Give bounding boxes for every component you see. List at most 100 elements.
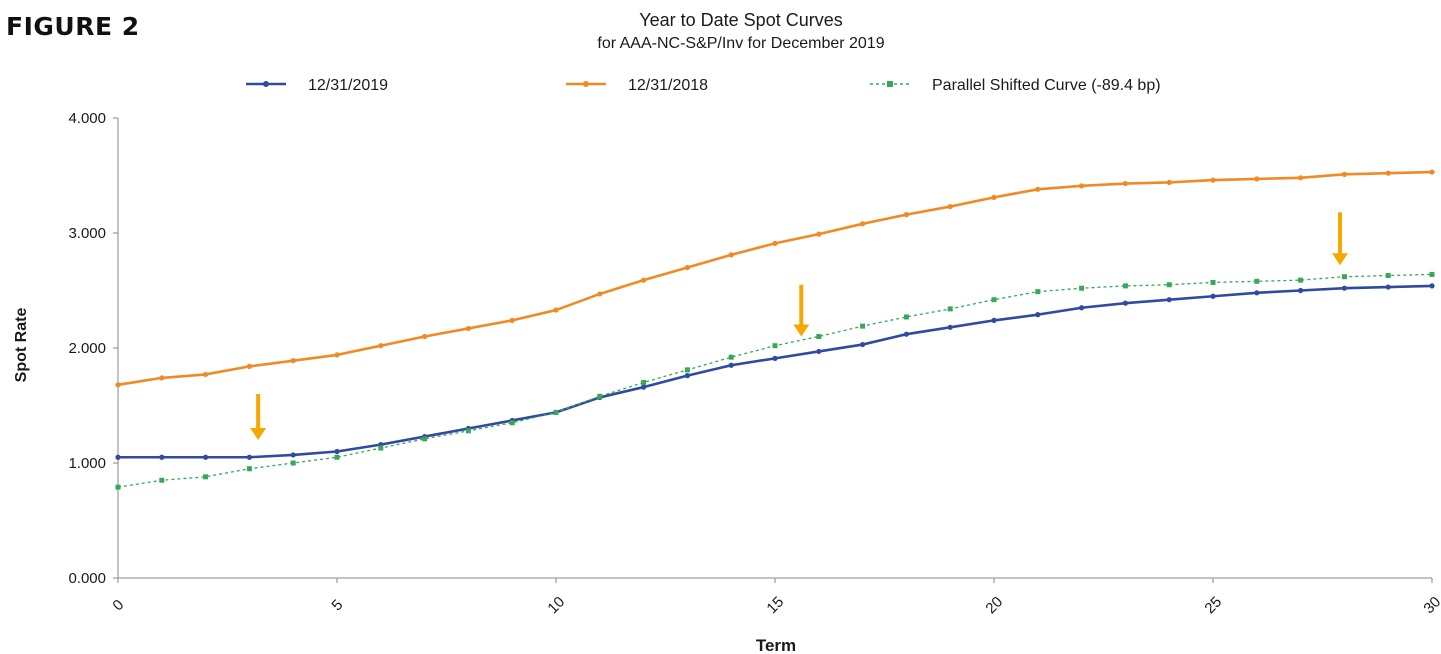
data-point [1429, 283, 1435, 289]
data-point [334, 454, 340, 460]
x-tick-label: 15 [763, 593, 787, 617]
y-axis-label: Spot Rate [13, 308, 30, 383]
data-point [816, 231, 822, 237]
data-point [1254, 278, 1260, 284]
data-point [1166, 297, 1172, 303]
data-point [334, 352, 340, 358]
annotation-arrows [250, 212, 1349, 440]
arrow-head [793, 324, 810, 337]
data-point [246, 454, 252, 460]
data-point [684, 373, 691, 379]
arrow-head [1332, 253, 1349, 266]
data-point [465, 428, 471, 434]
data-point [159, 375, 165, 381]
data-point [422, 333, 428, 340]
arrow-head [250, 428, 267, 440]
data-point [246, 363, 252, 369]
data-point [334, 448, 340, 455]
data-point [203, 474, 209, 480]
data-point [378, 445, 384, 451]
data-point [1341, 285, 1347, 291]
y-tick-label: 4.000 [68, 110, 106, 127]
data-point [728, 252, 734, 258]
data-point [1385, 284, 1391, 290]
data-point [553, 307, 559, 313]
data-point [772, 343, 778, 349]
x-tick-label: 20 [982, 593, 1006, 617]
data-point [991, 317, 997, 323]
data-point [1035, 186, 1041, 192]
data-point [1122, 300, 1128, 306]
data-point [553, 409, 559, 415]
y-tick-label: 2.000 [68, 340, 106, 357]
data-point [509, 317, 515, 323]
data-point [115, 382, 121, 388]
data-point [1385, 273, 1391, 279]
data-point [597, 291, 603, 297]
data-point [947, 306, 953, 312]
y-tick-label: 0.000 [68, 570, 106, 587]
y-tick-label: 1.000 [68, 455, 106, 472]
data-point [115, 454, 121, 460]
data-point [860, 341, 866, 348]
data-point [991, 194, 997, 200]
x-tick-label: 5 [328, 596, 346, 614]
x-axis-label: Term [756, 636, 796, 654]
chart-title: Year to Date Spot Curves [639, 10, 842, 30]
data-point [203, 371, 209, 378]
series-line [117, 273, 1433, 488]
data-point [1341, 171, 1347, 177]
data-point [378, 343, 384, 349]
data-point [991, 297, 997, 303]
data-point [203, 454, 209, 460]
data-point [465, 325, 471, 332]
data-point [422, 436, 428, 442]
data-point [159, 454, 165, 460]
data-point [1385, 170, 1391, 176]
data-point [641, 384, 647, 390]
data-point [1079, 285, 1085, 291]
data-point [860, 221, 866, 227]
data-point [1254, 290, 1260, 296]
x-tick-label: 10 [544, 593, 568, 617]
series-group [115, 169, 1435, 490]
data-point [772, 355, 778, 361]
data-point [772, 240, 778, 246]
data-point [159, 477, 165, 483]
data-point [1166, 282, 1172, 288]
data-point [1254, 176, 1260, 182]
data-point [860, 323, 866, 329]
data-point [1122, 283, 1128, 289]
legend-marker [263, 81, 269, 87]
data-point [903, 314, 909, 320]
data-point [684, 264, 691, 271]
x-tick-label: 0 [109, 596, 127, 614]
data-point [1298, 287, 1304, 294]
data-point [290, 358, 296, 364]
data-point [728, 362, 734, 368]
data-point [1210, 293, 1216, 299]
data-point [684, 367, 690, 373]
data-point [1122, 180, 1128, 187]
data-point [290, 452, 296, 458]
data-point [1210, 279, 1216, 285]
data-point [290, 460, 296, 466]
data-point [1429, 271, 1435, 277]
series-line [118, 284, 1433, 459]
data-point [947, 203, 953, 210]
legend-marker [887, 81, 893, 87]
data-point [641, 380, 647, 385]
data-point [728, 354, 734, 360]
data-point [1166, 179, 1172, 185]
data-point [1035, 289, 1041, 295]
data-point [1210, 177, 1216, 183]
data-point [903, 212, 910, 218]
data-point [246, 466, 252, 472]
data-point [1341, 274, 1347, 280]
y-tick-label: 3.000 [68, 225, 106, 242]
series-line [117, 170, 1433, 387]
figure-label: FIGURE 2 [6, 12, 140, 41]
x-tick-label: 30 [1420, 593, 1441, 617]
legend-marker [583, 81, 589, 87]
